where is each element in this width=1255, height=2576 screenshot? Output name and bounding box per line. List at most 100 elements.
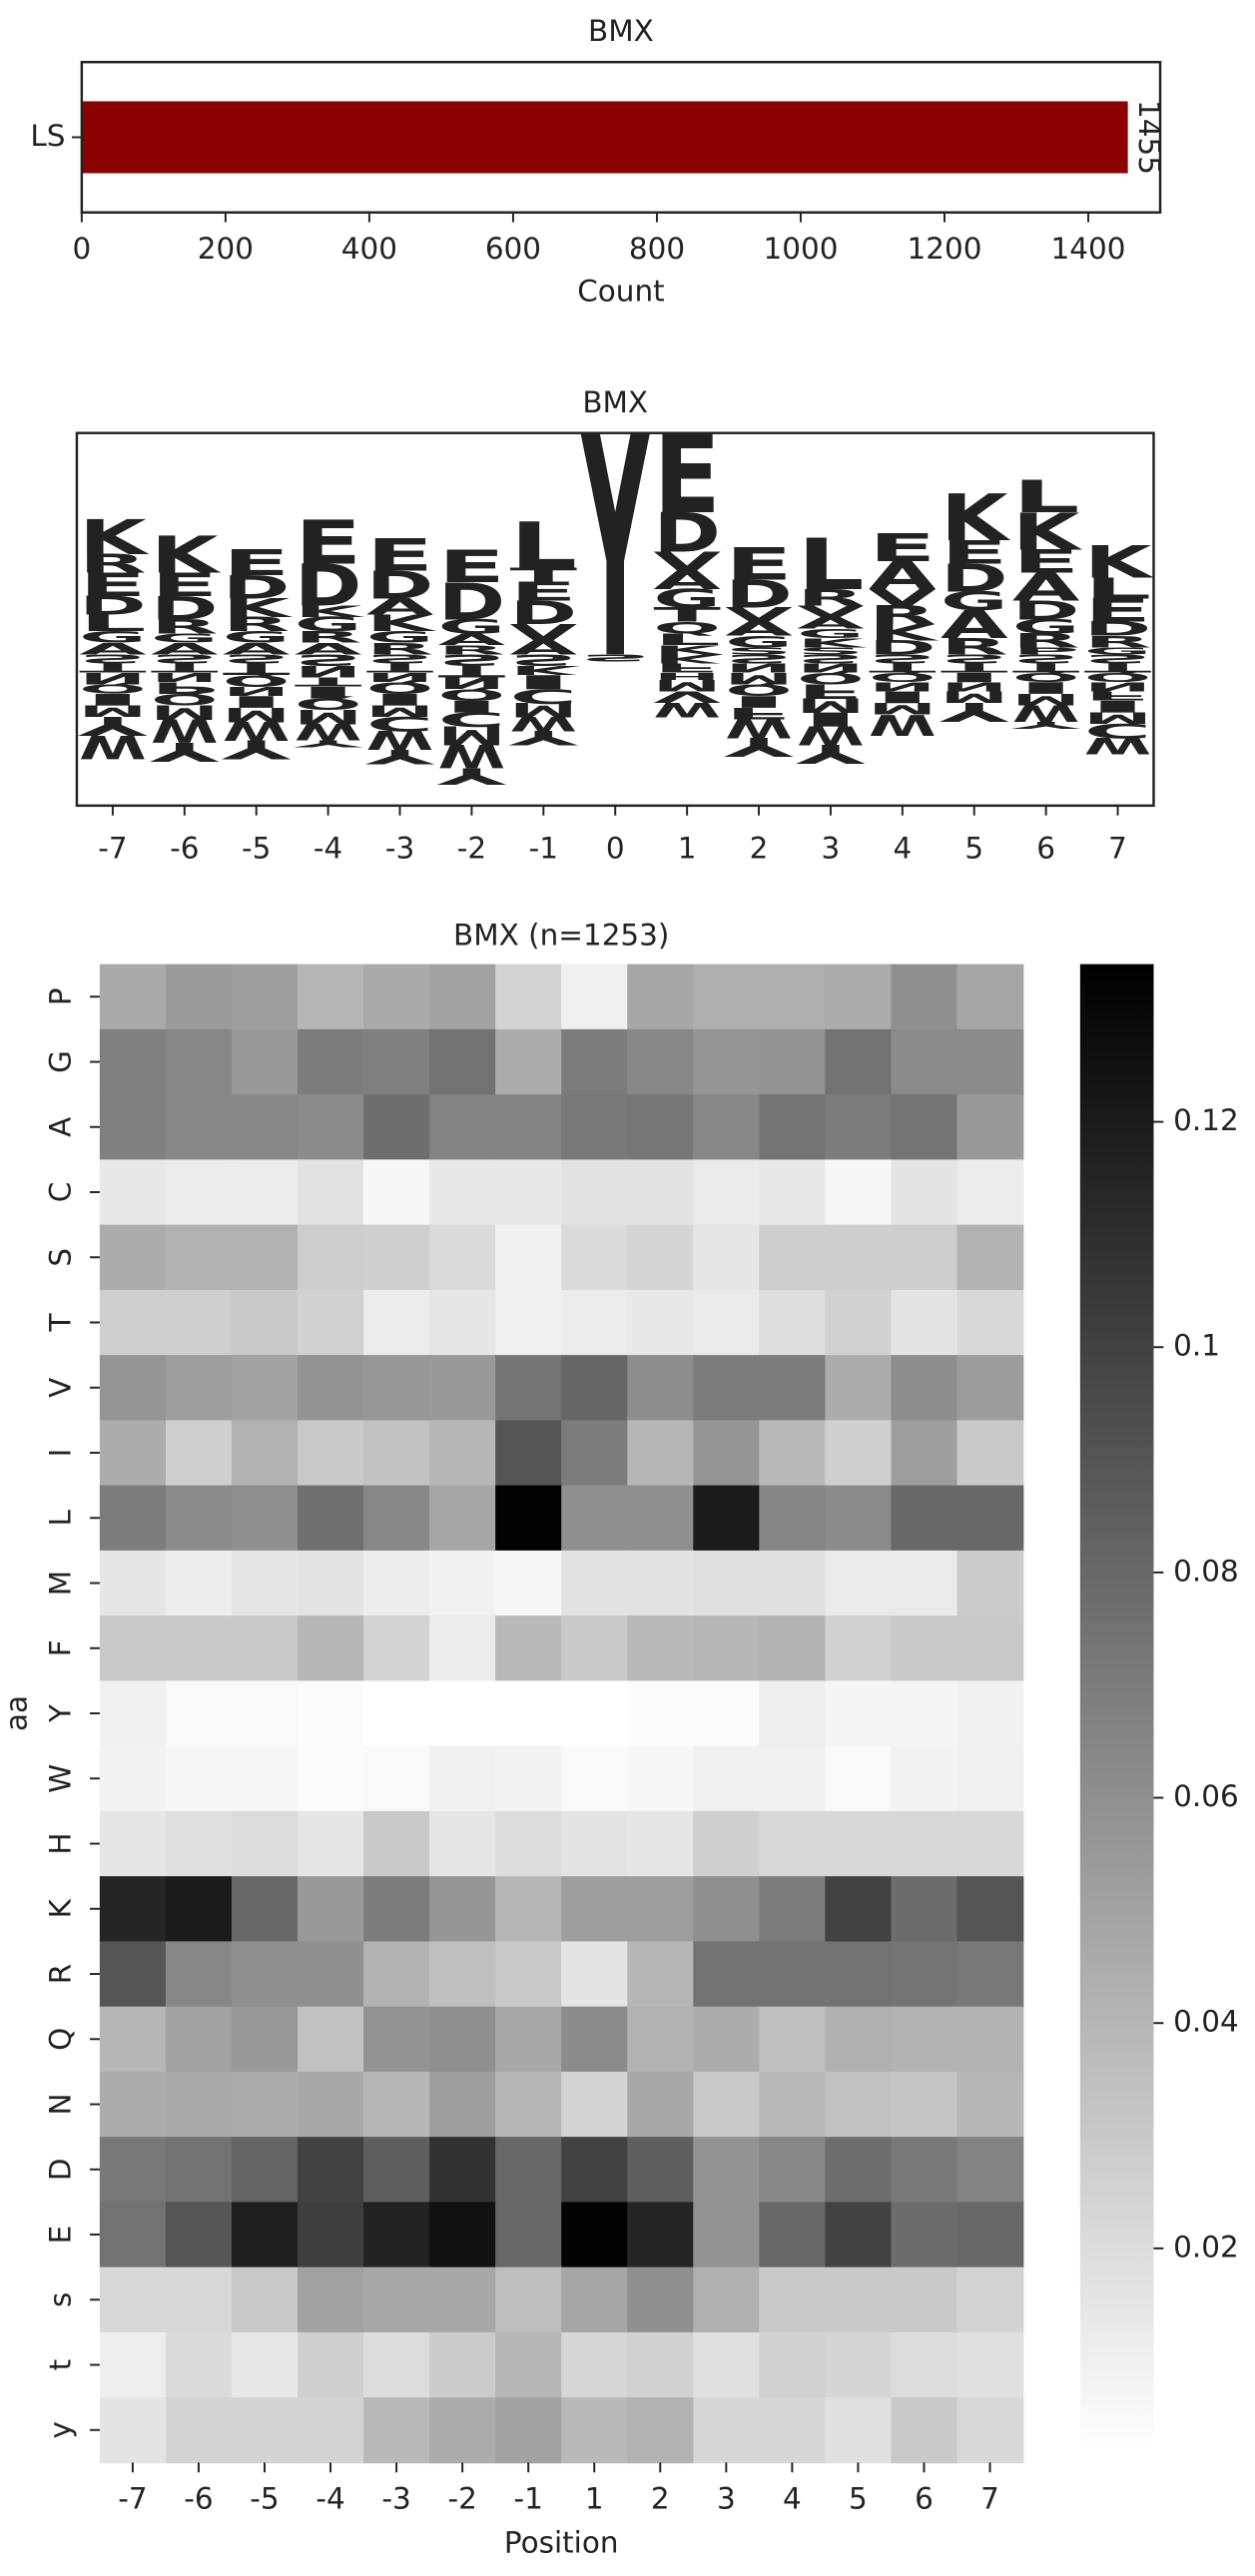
- logo-letter: S: [869, 651, 937, 666]
- logo-letter: L: [1012, 471, 1080, 523]
- logo-letter: K: [510, 663, 581, 678]
- heatmap-cell: [298, 1615, 364, 1682]
- heatmap-cell: [693, 2331, 761, 2398]
- logo-letter: V: [653, 546, 721, 576]
- logo-letter: E: [223, 542, 291, 583]
- logo-letter: Q: [869, 670, 937, 685]
- x-tick-label: 1400: [1051, 232, 1126, 266]
- heatmap-cell: [825, 1615, 893, 1682]
- heatmap-cell: [495, 1941, 563, 2008]
- logo-letter: P: [151, 678, 219, 697]
- logo-letter: K: [941, 481, 1011, 555]
- heatmap-cell: [956, 2137, 1024, 2204]
- heatmap-cell: [825, 1289, 893, 1356]
- logo-letter: C: [438, 708, 506, 730]
- logo-letter: G: [1012, 616, 1080, 638]
- logo-letter: W: [295, 719, 362, 745]
- heatmap-cell: [891, 1615, 958, 1682]
- heatmap-cell: [495, 1159, 563, 1226]
- logo-letter: T: [653, 604, 721, 626]
- heatmap-cell: [231, 1224, 299, 1291]
- heatmap-cell: [956, 1680, 1024, 1747]
- heatmap-cell: [429, 1680, 496, 1747]
- heatmap-cell: [298, 2137, 364, 2204]
- y-tick-label: A: [44, 1117, 78, 1137]
- heatmap-cell: [363, 1876, 430, 1943]
- logo-letter: E: [1012, 543, 1080, 580]
- heatmap-cell: [759, 2331, 827, 2398]
- heatmap-cell: [363, 1485, 430, 1552]
- logo-letter: F: [653, 661, 721, 676]
- heatmap-cell: [627, 1094, 695, 1161]
- y-tick-label: W: [44, 1764, 78, 1793]
- heatmap-cell: [627, 2202, 695, 2268]
- logo-letter: E: [366, 529, 434, 581]
- heatmap-cell: [561, 1680, 629, 1747]
- heatmap-cell: [429, 964, 496, 1030]
- logo-letter: R: [366, 640, 434, 659]
- y-tick-label: I: [44, 1449, 78, 1458]
- logo-letter: D: [151, 590, 219, 627]
- logo-letter: M: [295, 706, 362, 728]
- heatmap-cell: [165, 1159, 233, 1226]
- heatmap-cell: [825, 2137, 893, 2204]
- heatmap-cell: [693, 1941, 761, 2008]
- heatmap-cell: [561, 1224, 629, 1291]
- heatmap-cell: [825, 2266, 893, 2333]
- logo-letter: N: [295, 662, 362, 681]
- heatmap-cell: [627, 1550, 695, 1616]
- heatmap-cell: [429, 2071, 496, 2138]
- heatmap-cell: [561, 2071, 629, 2138]
- heatmap-cell: [429, 1745, 496, 1812]
- heatmap-cell: [99, 1876, 167, 1943]
- heatmap-cell: [759, 2397, 827, 2464]
- logo-letter: S: [797, 645, 865, 656]
- logo-letter: Y: [796, 739, 866, 769]
- logo-letter: N: [797, 661, 865, 676]
- heatmap-cell: [298, 2266, 364, 2333]
- heatmap-cell: [561, 2202, 629, 2268]
- logo-letter: I: [869, 688, 937, 707]
- heatmap-cell: [429, 2266, 496, 2333]
- y-tick-label: L: [44, 1509, 78, 1526]
- heatmap-cell: [99, 1745, 167, 1812]
- heatmap-cell: [165, 1550, 233, 1616]
- heatmap-cell: [165, 1810, 233, 1877]
- heatmap-cell: [429, 2202, 496, 2268]
- logo-letter: N: [941, 679, 1008, 694]
- logo-letter: R: [151, 616, 219, 638]
- heatmap-cell: [956, 1615, 1024, 1682]
- heatmap-cell: [231, 1876, 299, 1943]
- heatmap-cell: [298, 1485, 364, 1552]
- logo-letter: N: [869, 679, 937, 694]
- x-tick-label: -7: [118, 2482, 147, 2516]
- heatmap-cell: [693, 1159, 761, 1226]
- logo-letter: T: [510, 564, 578, 586]
- logo-letter: V: [725, 604, 793, 626]
- logo-letter: S: [797, 651, 865, 666]
- logo-letter: D: [79, 591, 147, 621]
- x-tick-label: 5: [849, 2482, 868, 2516]
- heatmap-cell: [429, 1159, 496, 1226]
- logo-letter: V: [869, 585, 937, 611]
- x-tick-label: -1: [529, 832, 558, 866]
- heatmap-cell: [956, 1420, 1024, 1487]
- logo-letter: W: [223, 716, 291, 746]
- heatmap-cell: [99, 2006, 167, 2073]
- heatmap-cell: [825, 1941, 893, 2008]
- logo-letter: E: [79, 566, 147, 603]
- heatmap-cell: [759, 2266, 827, 2333]
- heatmap-cell: [231, 1094, 299, 1161]
- heatmap-cell: [561, 1420, 629, 1487]
- heatmap-cell: [693, 1420, 761, 1487]
- heatmap-cell: [891, 1680, 958, 1747]
- logo-letter: D: [653, 501, 721, 564]
- logo-letter: R: [869, 600, 937, 630]
- logo-letter: E: [510, 577, 578, 607]
- heatmap-cell: [165, 1615, 233, 1682]
- logo-letter: R: [79, 549, 147, 579]
- logo-letter: D: [366, 563, 434, 608]
- heatmap-cell: [298, 2071, 364, 2138]
- heatmap-cell: [891, 1810, 958, 1877]
- heatmap-cell: [298, 1420, 364, 1487]
